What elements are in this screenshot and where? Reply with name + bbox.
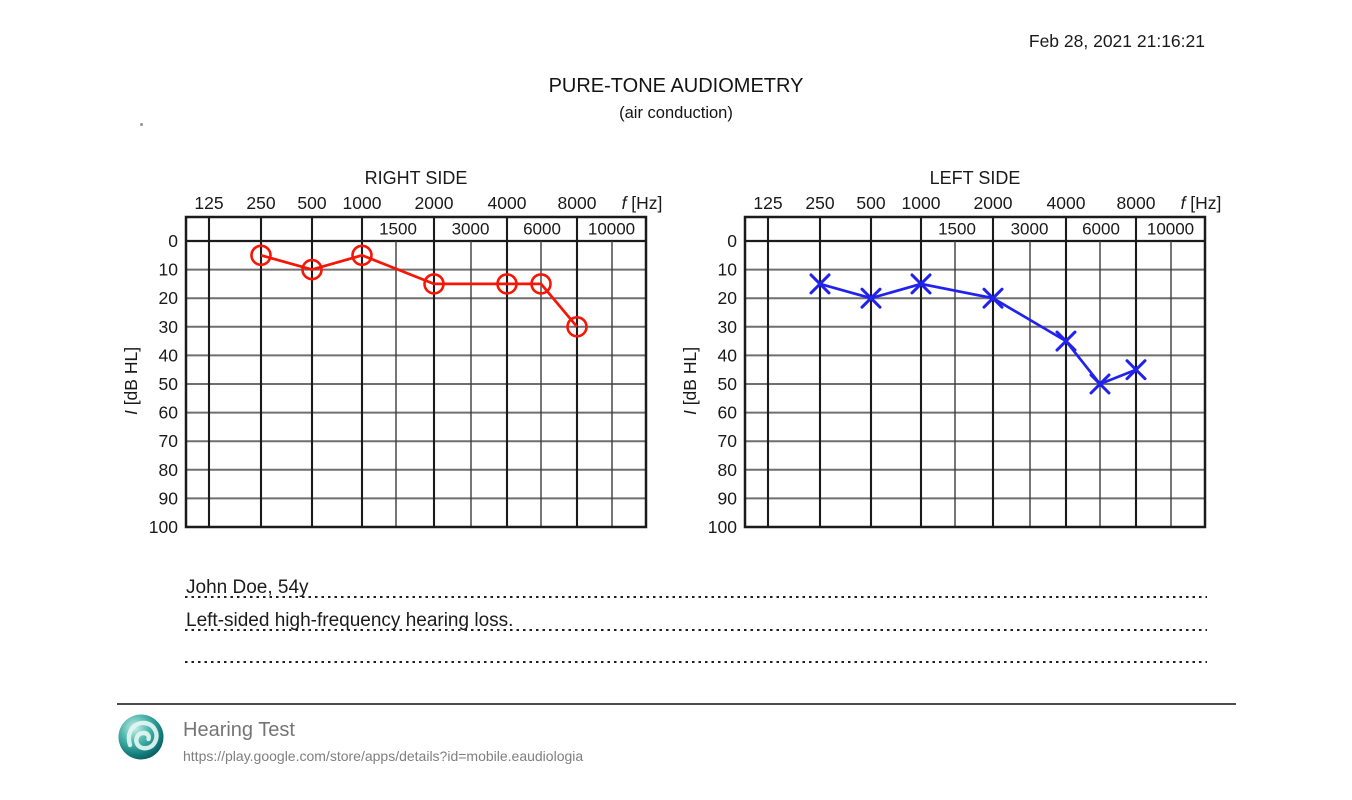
y-tick-50: 50 [718,374,738,394]
data-point-6000hz-b [1089,373,1111,395]
x-tick-4000: 4000 [488,193,527,213]
y-axis-label: I [dB HL] [121,347,141,415]
x-tick-4000: 4000 [1047,193,1086,213]
y-tick-50: 50 [159,374,179,394]
y-tick-10: 10 [159,260,179,280]
report-datetime: Feb 28, 2021 21:16:21 [1028,31,1205,51]
plot-border [184,215,648,529]
note-dotted-line-1 [185,596,1207,599]
print-artifact-dot [140,123,143,126]
diagnosis-text: Left-sided high-frequency hearing loss. [186,610,514,631]
header-tick-6000: 6000 [1082,220,1120,239]
hearing-test-app-logo-icon [118,714,164,760]
y-tick-30: 30 [718,317,738,337]
app-name: Hearing Test [183,719,295,741]
page-title: PURE-TONE AUDIOMETRY [548,75,804,97]
header-tick-6000: 6000 [523,220,561,239]
header-tick-1500: 1500 [938,220,976,239]
x-tick-250: 250 [805,193,834,213]
x-tick-125: 125 [753,193,782,213]
x-tick-500: 500 [297,193,326,213]
y-axis-label: I [dB HL] [680,347,700,415]
left-ear-audiogram: LEFT SIDE 125 250 500 1000 2000 4000 8000 f [Hz]… [679,167,1235,542]
data-point-250hz-b [809,273,831,295]
x-tick-2000: 2000 [974,193,1013,213]
y-tick-0: 0 [727,231,737,251]
data-point-2000hz-b [982,287,1004,309]
data-point-8000hz-b [1125,359,1147,381]
footer-divider [117,703,1236,706]
plot-border [743,215,1207,529]
y-tick-100: 100 [149,517,178,537]
x-tick-1000: 1000 [902,193,941,213]
y-tick-20: 20 [159,288,179,308]
y-tick-20: 20 [718,288,738,308]
y-tick-0: 0 [168,231,178,251]
x-tick-250: 250 [246,193,275,213]
y-tick-30: 30 [159,317,179,337]
x-axis-label: f [Hz] [622,193,663,213]
data-point-4000hz-b [1055,330,1077,352]
right-ear-audiogram: RIGHT SIDE 125 250 500 1000 2000 4000 8000 f [Hz… [120,167,676,542]
data-point-1000hz-b [910,273,932,295]
data-point-1000hz [351,244,373,267]
data-point-500hz-b [860,287,882,309]
note-dotted-line-3 [185,661,1207,664]
y-tick-90: 90 [159,488,179,508]
header-tick-3000: 3000 [1011,220,1049,239]
header-tick-1500: 1500 [379,220,417,239]
x-tick-125: 125 [194,193,223,213]
y-tick-80: 80 [718,460,738,480]
x-tick-500: 500 [856,193,885,213]
header-tick-10000: 10000 [1147,220,1194,239]
chart-title: LEFT SIDE [930,168,1021,188]
app-store-url: https://play.google.com/store/apps/detai… [183,748,584,764]
page-subtitle: (air conduction) [619,104,733,122]
data-point-8000hz [566,316,588,338]
patient-info-text: John Doe, 54y [186,577,309,598]
y-tick-100: 100 [708,517,737,537]
y-tick-70: 70 [159,431,179,451]
x-tick-8000: 8000 [1117,193,1156,213]
data-point-6000hz [530,273,552,295]
y-tick-70: 70 [718,431,738,451]
y-tick-60: 60 [159,403,179,423]
header-tick-10000: 10000 [588,220,635,239]
header-tick-3000: 3000 [452,220,490,239]
data-point-500hz [301,258,323,281]
y-tick-40: 40 [718,345,738,365]
x-axis-label: f [Hz] [1181,193,1222,213]
x-tick-8000: 8000 [558,193,597,213]
y-tick-40: 40 [159,345,179,365]
data-point-4000hz [496,273,518,295]
y-tick-60: 60 [718,403,738,423]
y-tick-80: 80 [159,460,179,480]
data-point-250hz [250,244,272,267]
x-tick-2000: 2000 [415,193,454,213]
y-tick-10: 10 [718,260,738,280]
data-point-2000hz [423,273,445,295]
chart-title: RIGHT SIDE [365,168,468,188]
right-threshold-line [260,253,579,328]
note-dotted-line-2 [185,629,1207,632]
x-tick-1000: 1000 [343,193,382,213]
y-tick-90: 90 [718,488,738,508]
